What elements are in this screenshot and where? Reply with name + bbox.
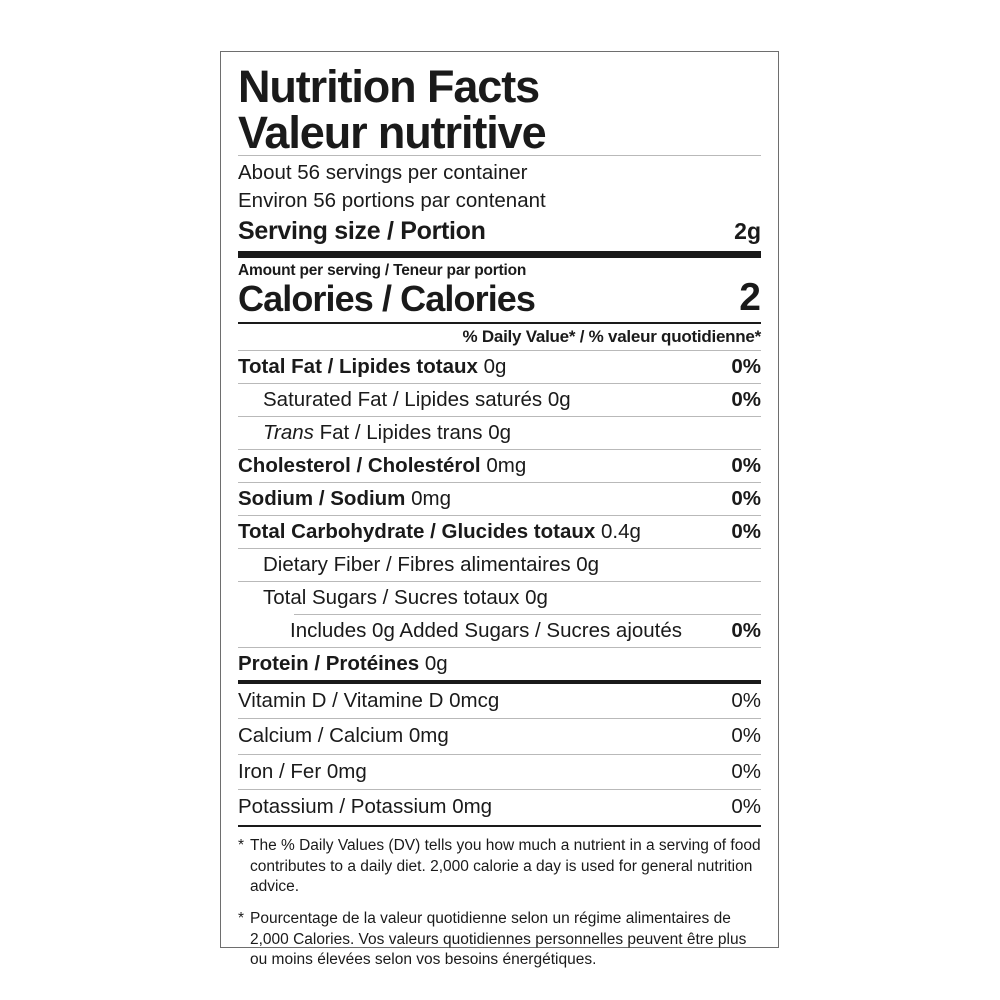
nutrient-daily-value-percent: 0% [731, 454, 761, 478]
servings-per-container-english: About 56 servings per container [238, 161, 528, 185]
nutrient-name-text: Saturated Fat / Lipides saturés 0g [263, 388, 571, 412]
nutrient-daily-value-percent: 0% [731, 355, 761, 379]
divider-thick-above-calories [238, 250, 761, 258]
divider-nutrient-row [238, 514, 761, 516]
nutrient-row: Cholesterol / Cholestérol 0mg 0% [238, 450, 761, 482]
nutrient-daily-value-percent: 0% [731, 487, 761, 511]
footnote-text: The % Daily Values (DV) tells you how mu… [250, 837, 761, 896]
nutrient-name-text: Includes 0g Added Sugars / Sucres ajouté… [290, 619, 683, 643]
vitamin-row: Potassium / Potassium 0mg 0% [238, 790, 761, 825]
divider-nutrient-row [294, 613, 761, 615]
footnote-asterisk: * [238, 837, 245, 855]
nutrient-row: Trans Fat / Lipides trans 0g [238, 417, 761, 449]
nutrient-name-text: Dietary Fiber / Fibres alimentaires 0g [263, 553, 600, 577]
nutrition-facts-label: Nutrition Facts Valeur nutritive About 5… [220, 51, 779, 968]
divider-nutrient-row [238, 547, 761, 549]
nutrient-row: Includes 0g Added Sugars / Sucres ajouté… [238, 615, 761, 647]
divider-vitamin-row [238, 789, 761, 791]
servings-per-container-french: Environ 56 portions par contenant [238, 189, 546, 213]
footnote: * Pourcentage de la valeur quotidienne se… [238, 909, 761, 971]
nutrient-daily-value-percent: 0% [731, 619, 761, 643]
nutrient-name: Sodium / Sodium 0mg [238, 486, 451, 511]
nutrient-amount: 0.4g [595, 520, 641, 544]
divider-nutrient-row [238, 646, 761, 648]
footnotes: * The % Daily Values (DV) tells you how m… [238, 827, 761, 971]
vitamin-daily-value-percent: 0% [731, 688, 761, 712]
serving-size-label: Serving size / Portion [238, 216, 486, 245]
divider-vitamin-row [238, 753, 761, 755]
nutrient-name: Dietary Fiber / Fibres alimentaires 0g [263, 552, 599, 577]
nutrient-row: Dietary Fiber / Fibres alimentaires 0g [238, 549, 761, 581]
vitamin-name: Potassium / Potassium 0mg [238, 795, 493, 819]
vitamin-daily-value-percent: 0% [731, 795, 761, 819]
vitamin-rows: Vitamin D / Vitamine D 0mcg 0% Calcium / C… [238, 684, 761, 825]
nutrient-name-text: Total Fat / Lipides totaux [238, 355, 478, 379]
nutrient-row: Total Sugars / Sucres totaux 0g [238, 582, 761, 614]
calories-block: Amount per serving / Teneur par portion … [238, 262, 761, 319]
serving-size-value: 2g [734, 217, 761, 244]
page-title-french: Valeur nutritive [238, 107, 547, 159]
serving-size-row: Serving size / Portion 2g [238, 217, 761, 246]
divider-nutrient-row [238, 580, 761, 582]
divider-under-protein [238, 679, 761, 684]
nutrient-name: Trans Fat / Lipides trans 0g [263, 420, 511, 445]
nutrient-name-text: Sodium / Sodium [238, 487, 406, 511]
footnote-asterisk: * [238, 909, 245, 927]
nutrient-row: Sodium / Sodium 0mg 0% [238, 483, 761, 515]
nutrient-row: Total Fat / Lipides totaux 0g 0% [238, 351, 761, 383]
divider-nutrient-row [238, 481, 761, 483]
divider-under-title [238, 155, 761, 157]
divider-nutrient-row [238, 349, 761, 351]
page-title-english: Nutrition Facts [238, 61, 540, 112]
vitamin-row: Calcium / Calcium 0mg 0% [238, 719, 761, 754]
nutrient-name: Saturated Fat / Lipides saturés 0g [263, 387, 571, 412]
divider-nutrient-row [238, 448, 761, 450]
footnote: * The % Daily Values (DV) tells you how m… [238, 836, 761, 898]
daily-value-header: % Daily Value* / % valeur quotidienne* [462, 326, 762, 346]
calories-label: Calories / Calories [238, 278, 536, 320]
divider-nutrient-row [238, 382, 761, 384]
amount-per-serving-label: Amount per serving / Teneur par portion [238, 261, 527, 279]
vitamin-row: Vitamin D / Vitamine D 0mcg 0% [238, 684, 761, 719]
nutrient-name: Total Fat / Lipides totaux 0g [238, 354, 506, 379]
nutrient-name: Cholesterol / Cholestérol 0mg [238, 453, 526, 478]
nutrient-row: Protein / Protéines 0g [238, 648, 761, 680]
nutrient-daily-value-percent: 0% [731, 388, 761, 412]
nutrient-name-text: Cholesterol / Cholestérol [238, 454, 481, 478]
divider-vitamin-row [238, 718, 761, 720]
vitamin-name: Vitamin D / Vitamine D 0mcg [238, 688, 500, 712]
nutrient-name-italic-lead: Trans [263, 421, 320, 445]
footnote-text: Pourcentage de la valeur quotidienne sel… [250, 909, 747, 969]
nutrient-name: Protein / Protéines 0g [238, 651, 448, 676]
calories-row: Calories / Calories 2 [238, 275, 761, 320]
calories-value: 2 [739, 275, 761, 319]
divider-above-footnotes [238, 825, 761, 828]
divider-under-calories [238, 321, 761, 324]
nutrient-name-text: Fat / Lipides trans 0g [319, 421, 512, 445]
nutrient-amount: 0g [477, 355, 507, 379]
nutrient-amount: 0mg [405, 487, 451, 511]
vitamin-row: Iron / Fer 0mg 0% [238, 755, 761, 790]
nutrient-row: Saturated Fat / Lipides saturés 0g 0% [238, 384, 761, 416]
label-title-block: Nutrition Facts Valeur nutritive [238, 52, 761, 155]
nutrient-name: Total Sugars / Sucres totaux 0g [263, 585, 548, 610]
nutrient-name-text: Total Carbohydrate / Glucides totaux [238, 520, 596, 544]
nutrient-daily-value-percent: 0% [731, 520, 761, 544]
nutrient-name: Includes 0g Added Sugars / Sucres ajouté… [290, 618, 682, 643]
nutrient-amount: 0g [419, 652, 448, 676]
vitamin-daily-value-percent: 0% [731, 759, 761, 783]
nutrient-rows: Total Fat / Lipides totaux 0g 0% Saturated… [238, 349, 761, 680]
nutrient-name: Total Carbohydrate / Glucides totaux 0.4… [238, 519, 641, 544]
nutrient-name-text: Protein / Protéines [238, 652, 420, 676]
divider-nutrient-row [238, 415, 761, 417]
vitamin-name: Iron / Fer 0mg [238, 759, 367, 783]
nutrient-amount: 0mg [480, 454, 527, 478]
vitamin-name: Calcium / Calcium 0mg [238, 724, 449, 748]
vitamin-daily-value-percent: 0% [731, 724, 761, 748]
servings-block: About 56 servings per container Environ … [238, 156, 761, 246]
nutrient-row: Total Carbohydrate / Glucides totaux 0.4… [238, 516, 761, 548]
nutrient-name-text: Total Sugars / Sucres totaux 0g [263, 586, 548, 610]
